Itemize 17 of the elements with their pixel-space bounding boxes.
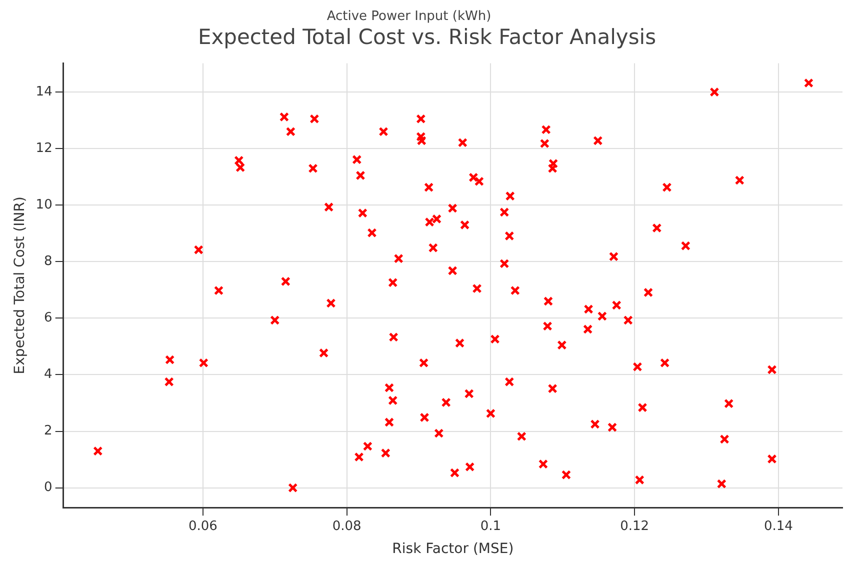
x-tick-label: 0.14 xyxy=(764,518,793,534)
chart-title: Expected Total Cost vs. Risk Factor Analysis xyxy=(198,25,656,50)
y-tick-label: 14 xyxy=(36,84,52,100)
x-tick-label: 0.12 xyxy=(620,518,650,534)
text: Active Power Input (kWh) xyxy=(326,8,492,24)
y-axis-title: Expected Total Cost (INR) xyxy=(12,196,28,374)
y-tick-label: 12 xyxy=(36,140,52,156)
x-axis-title: Risk Factor (MSE) xyxy=(392,541,514,558)
x-tick-label: 0.1 xyxy=(480,518,502,534)
y-tick-label: 2 xyxy=(44,424,52,439)
y-tick-label: 0 xyxy=(44,480,52,496)
y-tick-label: 8 xyxy=(44,254,52,270)
y-tick-label: 10 xyxy=(36,197,52,212)
x-tick-label: 0.06 xyxy=(188,518,218,534)
x-tick-label: 0.08 xyxy=(332,518,362,534)
y-tick-label: 4 xyxy=(44,367,52,382)
y-tick-label: 6 xyxy=(44,310,52,326)
